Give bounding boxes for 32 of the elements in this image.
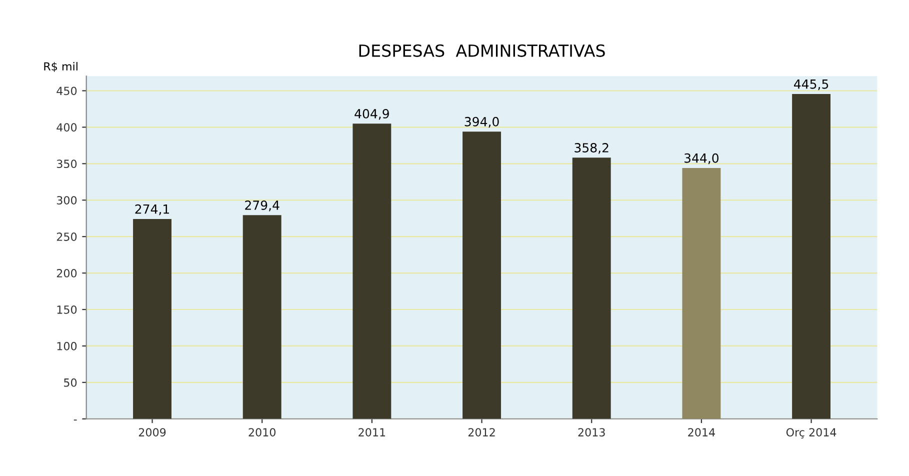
- data-label: 279,4: [245, 200, 280, 212]
- bar: [133, 219, 172, 419]
- x-tick-label: 2014: [688, 428, 715, 437]
- bar: [572, 158, 611, 419]
- y-tick-label: 150: [57, 305, 77, 314]
- data-label: 404,9: [354, 108, 389, 120]
- y-tick-label: 250: [56, 232, 77, 241]
- y-tick-label: 400: [56, 123, 77, 132]
- bar: [462, 132, 501, 419]
- data-label: 274,1: [135, 204, 169, 216]
- bar: [242, 215, 282, 419]
- x-tick-label: 2013: [578, 428, 605, 437]
- x-tick-label: Orç 2014: [786, 428, 836, 438]
- bar: [792, 94, 831, 419]
- data-label: 344,0: [684, 153, 719, 164]
- y-tick-label: 200: [56, 269, 77, 278]
- y-tick-label: 300: [56, 196, 77, 204]
- bar: [682, 168, 721, 419]
- data-label: 445,5: [794, 80, 828, 90]
- y-tick-label: 350: [56, 160, 77, 168]
- data-label: 358,2: [574, 143, 608, 154]
- y-tick-label: 450: [56, 86, 77, 96]
- y-axis-title: R$ mil: [44, 62, 78, 72]
- chart-title: DESPESAS ADMINISTRATIVAS: [359, 44, 605, 57]
- y-tick-label: 100: [57, 342, 77, 350]
- y-tick-label: 50: [64, 378, 77, 387]
- data-label: 394,0: [464, 116, 499, 128]
- bar: [352, 124, 392, 419]
- x-tick-label: 2012: [468, 428, 495, 437]
- x-tick-label: 2009: [138, 428, 166, 437]
- x-tick-label: 2011: [358, 428, 386, 437]
- x-tick-label: 2010: [248, 428, 276, 437]
